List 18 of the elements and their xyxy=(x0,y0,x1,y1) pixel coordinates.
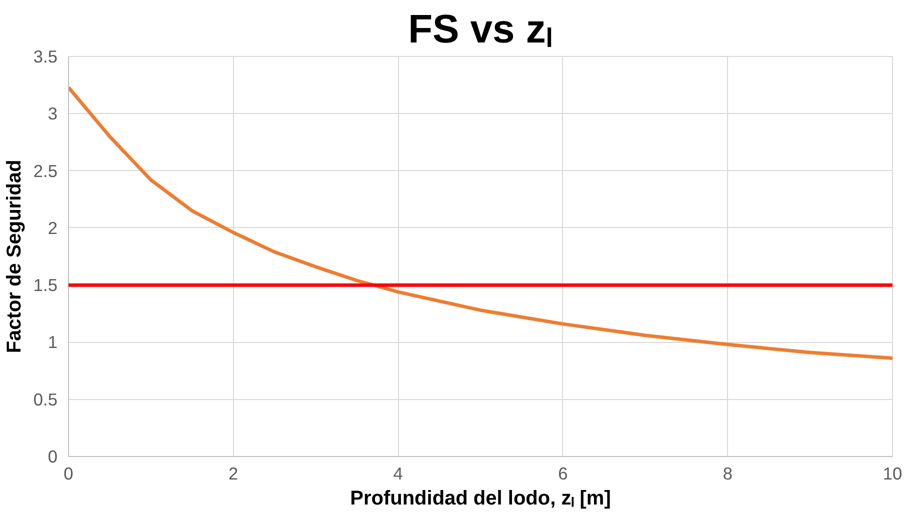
x-axis-title: Profundidad del lodo, zₗ [m] xyxy=(350,488,611,510)
x-tick-label: 4 xyxy=(393,464,404,484)
x-tick-label: 6 xyxy=(558,464,568,484)
y-axis-title: Factor de Seguridad xyxy=(3,160,26,354)
y-tick-label: 3.5 xyxy=(33,46,58,66)
x-tick-label: 10 xyxy=(882,464,902,484)
chart-title: FS vs zₗ xyxy=(408,8,553,52)
y-tick-label: 2 xyxy=(48,218,58,238)
y-tick-label: 0.5 xyxy=(33,389,58,410)
y-tick-label: 0 xyxy=(48,446,58,466)
y-tick-label: 2.5 xyxy=(33,160,58,181)
y-tick-label: 1.5 xyxy=(33,275,58,296)
x-tick-label: 0 xyxy=(64,464,74,484)
x-tick-label: 2 xyxy=(228,464,238,484)
y-tick-label: 3 xyxy=(48,104,58,124)
x-tick-label: 8 xyxy=(722,464,733,484)
line-series xyxy=(68,86,892,360)
y-tick-label: 1 xyxy=(48,332,58,352)
